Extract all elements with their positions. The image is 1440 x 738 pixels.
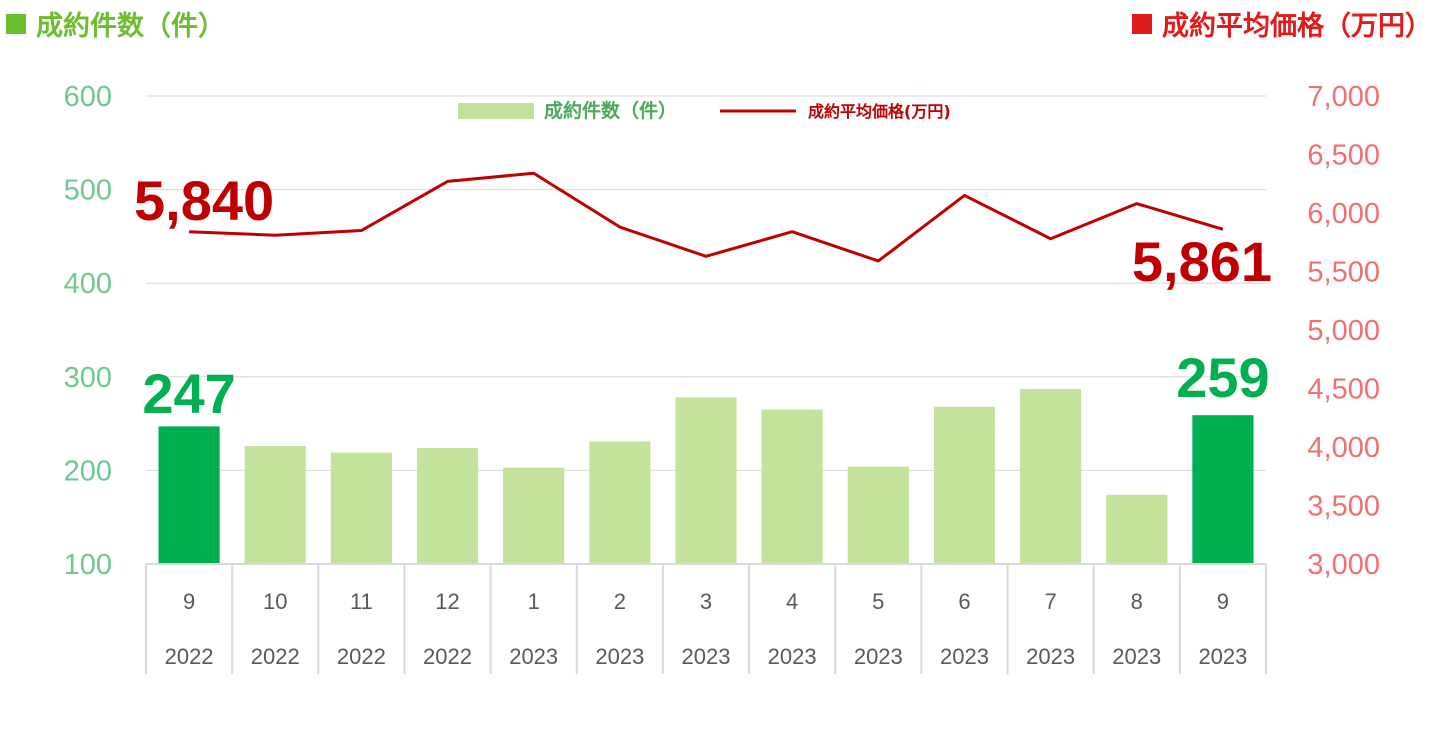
- x-year-label: 2023: [595, 644, 644, 669]
- x-year-label: 2023: [682, 644, 731, 669]
- x-tick-label: 1: [528, 589, 540, 614]
- x-tick-label: 9: [1217, 589, 1229, 614]
- right-tick-label: 5,500: [1307, 257, 1380, 289]
- x-tick-label: 5: [872, 589, 884, 614]
- x-tick-label: 12: [435, 589, 459, 614]
- x-tick-label: 11: [350, 589, 373, 614]
- bar-series: [158, 388, 1254, 564]
- x-axis: 9 2022 10 2022 11 2022 12 2022 1 2023 2 2023 3 2023 4 2…: [145, 563, 1267, 674]
- x-year-label: 2023: [1112, 644, 1161, 669]
- x-year-label: 2022: [423, 644, 472, 669]
- bar: [158, 426, 220, 564]
- right-axis-header-label: 成約平均価格（万円）: [1162, 11, 1432, 42]
- x-year-label: 2023: [1198, 644, 1247, 669]
- bar: [1192, 415, 1254, 564]
- x-year-label: 2023: [940, 644, 989, 669]
- right-tick-label: 4,000: [1307, 432, 1380, 464]
- bar: [847, 466, 909, 564]
- red-square-icon: [1132, 13, 1152, 34]
- x-tick-label: 2: [614, 589, 626, 614]
- right-tick-label: 6,500: [1307, 140, 1380, 172]
- bar: [675, 397, 737, 564]
- last-price-annotation: 5,861: [1132, 230, 1272, 293]
- annotations: 5,840 5,861 247 259: [134, 169, 1272, 425]
- x-tick-label: 9: [183, 589, 195, 614]
- legend: 成約件数（件） 成約平均価格(万円): [458, 99, 951, 122]
- left-axis-header: 成約件数（件）: [6, 4, 225, 43]
- left-tick-label: 400: [64, 268, 112, 300]
- x-tick-label: 4: [786, 589, 798, 614]
- legend-bar-swatch: [458, 103, 534, 119]
- first-price-annotation: 5,840: [134, 169, 274, 232]
- last-count-annotation: 259: [1176, 346, 1269, 409]
- left-axis: 100 200 300 400 500 600: [64, 81, 112, 581]
- line-series: [189, 171, 1224, 263]
- legend-line-label: 成約平均価格(万円): [808, 102, 951, 121]
- first-count-annotation: 247: [142, 362, 235, 425]
- bar: [416, 447, 479, 564]
- right-axis-header: 成約平均価格（万円）: [1132, 4, 1432, 43]
- left-axis-header-label: 成約件数（件）: [36, 11, 225, 42]
- right-tick-label: 7,000: [1307, 81, 1380, 113]
- bar: [503, 467, 565, 564]
- x-year-label: 2023: [854, 644, 903, 669]
- right-tick-label: 3,000: [1307, 549, 1380, 581]
- x-year-label: 2023: [509, 644, 558, 669]
- right-axis: 3,000 3,500 4,000 4,500 5,000 5,500 6,000 6,500…: [1307, 81, 1380, 581]
- x-tick-label: 10: [263, 589, 287, 614]
- left-tick-label: 300: [64, 362, 112, 394]
- bar: [761, 409, 823, 564]
- bar: [933, 406, 996, 564]
- bar: [1106, 494, 1168, 564]
- x-year-label: 2022: [337, 644, 386, 669]
- legend-bar-label: 成約件数（件）: [544, 99, 677, 122]
- right-tick-label: 5,000: [1307, 315, 1380, 347]
- bar: [330, 452, 392, 564]
- right-tick-label: 3,500: [1307, 491, 1380, 523]
- bar: [244, 446, 306, 564]
- x-year-label: 2023: [768, 644, 817, 669]
- price-line: [189, 171, 1224, 263]
- left-tick-label: 200: [64, 455, 112, 487]
- x-tick-label: 6: [958, 589, 970, 614]
- left-tick-label: 600: [64, 81, 112, 113]
- x-tick-label: 7: [1044, 589, 1056, 614]
- right-tick-label: 6,000: [1307, 198, 1380, 230]
- left-tick-label: 100: [64, 549, 112, 581]
- x-tick-label: 3: [700, 589, 712, 614]
- x-year-label: 2022: [165, 644, 214, 669]
- x-tick-label: 8: [1131, 589, 1143, 614]
- bar: [589, 441, 651, 564]
- left-tick-label: 500: [64, 175, 112, 207]
- right-tick-label: 4,500: [1307, 374, 1380, 406]
- x-year-label: 2023: [1026, 644, 1075, 669]
- bar: [1020, 388, 1082, 564]
- green-square-icon: [6, 13, 26, 34]
- x-year-label: 2022: [251, 644, 300, 669]
